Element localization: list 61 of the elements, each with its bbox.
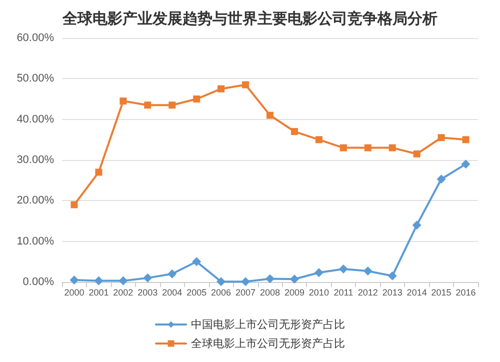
point bbox=[340, 144, 347, 152]
x-tick-label: 2002 bbox=[113, 288, 134, 298]
legend-label: 全球电影上市公司无形资产占比 bbox=[191, 337, 345, 350]
point bbox=[436, 174, 446, 184]
point bbox=[118, 276, 128, 286]
point bbox=[388, 144, 396, 152]
point bbox=[290, 128, 298, 136]
x-tick-label: 2007 bbox=[236, 288, 256, 298]
point bbox=[242, 81, 250, 88]
point bbox=[388, 271, 397, 280]
x-tick-label: 2013 bbox=[382, 288, 402, 298]
x-tick-label: 2015 bbox=[431, 288, 452, 298]
point bbox=[70, 275, 79, 284]
point bbox=[216, 277, 226, 286]
point bbox=[144, 102, 152, 109]
point bbox=[70, 201, 78, 208]
point bbox=[290, 274, 299, 284]
point bbox=[364, 144, 372, 152]
x-tick-label: 2008 bbox=[260, 288, 280, 298]
point bbox=[438, 134, 445, 142]
x-tick-label: 2000 bbox=[64, 288, 84, 298]
y-tick-label: 20.00% bbox=[16, 194, 54, 207]
point bbox=[314, 268, 324, 278]
x-tick-label: 2016 bbox=[456, 288, 476, 298]
x-tick-label: 2004 bbox=[162, 288, 182, 298]
x-tick-label: 2010 bbox=[308, 288, 329, 298]
x-tick-label: 2006 bbox=[211, 288, 232, 298]
point bbox=[94, 276, 104, 286]
point bbox=[266, 112, 274, 119]
x-tick-label: 2014 bbox=[406, 288, 427, 298]
x-tick-label: 2009 bbox=[284, 288, 304, 298]
point bbox=[95, 168, 102, 176]
y-tick-label: 50.00% bbox=[16, 72, 54, 85]
point bbox=[168, 102, 176, 109]
y-tick-label: 10.00% bbox=[16, 235, 54, 248]
point bbox=[168, 269, 177, 278]
x-tick-label: 2011 bbox=[334, 288, 354, 298]
y-tick-label: 60.00% bbox=[16, 32, 54, 44]
point bbox=[192, 257, 202, 266]
point bbox=[193, 96, 200, 102]
point bbox=[338, 264, 348, 274]
point bbox=[413, 150, 420, 158]
point bbox=[266, 274, 274, 284]
point bbox=[218, 85, 225, 92]
point bbox=[120, 98, 127, 105]
chart-title: 全球电影产业发展趋势与世界主要电影公司竞争格局分析 bbox=[62, 10, 438, 28]
y-tick-label: 0.00% bbox=[22, 276, 54, 288]
legend-label: 中国电影上市公司无形资产占比 bbox=[191, 318, 345, 331]
point bbox=[461, 160, 470, 169]
x-tick-label: 2001 bbox=[88, 288, 109, 298]
point bbox=[462, 136, 470, 144]
x-tick-label: 2003 bbox=[138, 288, 158, 298]
point bbox=[241, 277, 250, 286]
point bbox=[143, 273, 152, 282]
y-tick-label: 40.00% bbox=[16, 113, 54, 126]
point bbox=[315, 136, 322, 144]
y-tick-label: 30.00% bbox=[16, 154, 54, 166]
x-tick-label: 2005 bbox=[186, 288, 207, 298]
x-tick-label: 2012 bbox=[358, 288, 378, 298]
point bbox=[363, 266, 372, 276]
point bbox=[412, 220, 422, 230]
